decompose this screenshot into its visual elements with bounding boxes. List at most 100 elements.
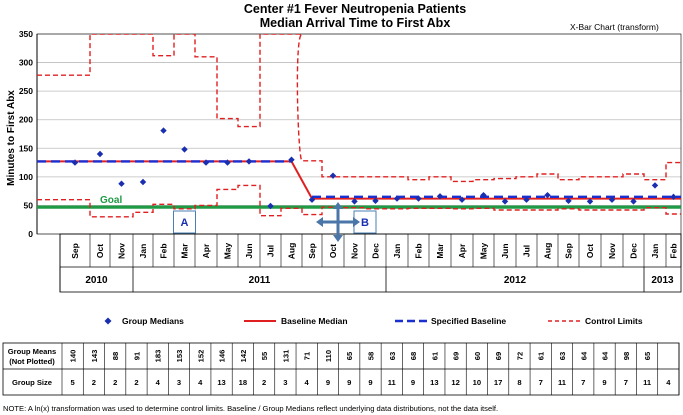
chart-title: Center #1 Fever Neutropenia Patients xyxy=(244,2,466,16)
month-label: May xyxy=(223,242,233,259)
table-cell-group-size: 4 xyxy=(198,378,203,387)
group-median-point xyxy=(415,195,422,202)
table-row-label-means: Group Means xyxy=(8,347,57,356)
table-cell-group-mean: 65 xyxy=(345,351,354,360)
table-cell-group-mean: 88 xyxy=(111,352,120,360)
month-label: Aug xyxy=(543,243,553,260)
group-median-point xyxy=(393,195,401,202)
arrow-head-right xyxy=(353,217,360,227)
arrow-head-left xyxy=(316,217,323,227)
group-median-point xyxy=(118,180,125,187)
table-cell-group-size: 2 xyxy=(92,378,96,387)
table-cell-group-size: 2 xyxy=(262,378,266,387)
month-label: Sep xyxy=(70,243,80,259)
table-cell-group-mean: 143 xyxy=(90,350,99,363)
group-median-point xyxy=(245,158,253,165)
table-cell-group-size: 2 xyxy=(113,378,117,387)
x-axis: Sep Oct Nov Jan Feb Mar Apr May Jun Jul Aug Sep Oct N… xyxy=(59,233,682,293)
table-cell-group-size: 8 xyxy=(517,378,521,387)
group-median-point xyxy=(523,196,530,203)
table-cell-group-mean: 142 xyxy=(239,350,248,363)
y-tick-label: 0 xyxy=(28,229,33,239)
group-median-point xyxy=(181,146,188,153)
year-label: 2010 xyxy=(85,275,108,286)
table-cell-group-mean: 98 xyxy=(622,352,631,360)
table-cell-group-mean: 55 xyxy=(260,351,269,360)
table-cell-group-size: 4 xyxy=(305,378,310,387)
month-label: Jan xyxy=(392,244,402,259)
table-cell-group-size: 4 xyxy=(666,378,671,387)
upper-control-limit xyxy=(37,34,681,183)
month-label: Jan xyxy=(138,244,148,259)
legend-label-group-medians: Group Medians xyxy=(122,316,184,326)
chart-subtitle: Median Arrival Time to First Abx xyxy=(260,16,451,30)
month-label: Feb xyxy=(669,243,679,258)
table-cell-group-mean: 60 xyxy=(473,352,482,360)
table-cell-group-size: 13 xyxy=(430,378,438,387)
group-median-point xyxy=(608,196,616,203)
y-tick-label: 250 xyxy=(19,86,33,96)
goal-label: Goal xyxy=(100,195,122,206)
data-table: Group Means(Not Plotted) Group Size 140 143… xyxy=(2,342,680,396)
table-cell-group-size: 7 xyxy=(581,378,585,387)
group-median-point xyxy=(71,159,79,166)
month-label: Jun xyxy=(244,243,254,258)
annotation-label: A xyxy=(181,217,189,229)
arrow-head-down xyxy=(333,235,343,242)
month-label: Oct xyxy=(585,244,595,258)
y-axis: 0 50 100 150 200 250 300 350 xyxy=(19,29,38,239)
table-cell-group-mean: 64 xyxy=(579,351,588,360)
group-median-point xyxy=(565,197,572,205)
group-median-point xyxy=(436,193,444,200)
legend-marker-group-medians xyxy=(104,317,112,325)
plot-frame xyxy=(36,33,682,235)
table-cell-group-size: 4 xyxy=(156,378,161,387)
table-cell-group-mean: 68 xyxy=(409,352,418,360)
table-cell-group-size: 11 xyxy=(558,378,567,387)
group-median-point xyxy=(308,196,316,203)
table-cell-group-size: 17 xyxy=(494,378,502,387)
group-median-point xyxy=(329,172,337,179)
plot-area: Goal A B xyxy=(36,33,682,242)
year-label: 2012 xyxy=(504,275,527,286)
legend-label-baseline-median: Baseline Median xyxy=(281,316,348,326)
table-cell-group-size: 9 xyxy=(368,378,372,387)
table-cell-group-size: 2 xyxy=(134,378,138,387)
group-median-point xyxy=(267,202,274,210)
group-median-point xyxy=(160,127,167,134)
legend: Group Medians Baseline Median Specified Ba… xyxy=(104,316,643,326)
group-median-point xyxy=(670,193,677,201)
group-median-point xyxy=(224,159,231,166)
table-cell-group-size: 9 xyxy=(602,378,606,387)
y-tick-label: 300 xyxy=(19,58,33,68)
gridlines xyxy=(37,33,681,235)
table-cell-group-mean: 63 xyxy=(558,352,567,360)
group-median-point xyxy=(630,198,637,205)
table-cell-group-mean: 152 xyxy=(196,350,205,363)
month-label: Sep xyxy=(564,243,574,259)
table-cell-group-mean: 64 xyxy=(601,351,610,360)
month-label: Mar xyxy=(180,243,190,259)
arrow-head-up xyxy=(333,202,343,209)
table-row-label-size: Group Size xyxy=(12,378,52,387)
month-label: Oct xyxy=(328,244,338,258)
legend-label-specified-baseline: Specified Baseline xyxy=(431,316,506,326)
table-cell-group-size: 9 xyxy=(326,378,330,387)
table-cell-group-mean: 91 xyxy=(132,351,141,360)
table-cell-group-size: 7 xyxy=(624,378,628,387)
annotation-box xyxy=(173,210,196,234)
year-label: 2013 xyxy=(651,275,674,286)
table-cell-group-mean: 183 xyxy=(154,350,163,363)
table-cell-group-mean: 69 xyxy=(494,352,503,360)
month-label: Aug xyxy=(287,243,297,260)
table-cell-group-mean: 69 xyxy=(452,352,461,360)
group-median-point xyxy=(288,156,295,163)
legend-label-control-limits: Control Limits xyxy=(585,316,643,326)
y-tick-label: 200 xyxy=(19,115,33,125)
table-row-label-means-sub: (Not Plotted) xyxy=(9,357,55,366)
table-cell-group-mean: 65 xyxy=(643,351,652,360)
table-cell-group-size: 12 xyxy=(451,378,459,387)
table-cell-group-size: 18 xyxy=(239,378,247,387)
month-label: Sep xyxy=(307,243,317,259)
